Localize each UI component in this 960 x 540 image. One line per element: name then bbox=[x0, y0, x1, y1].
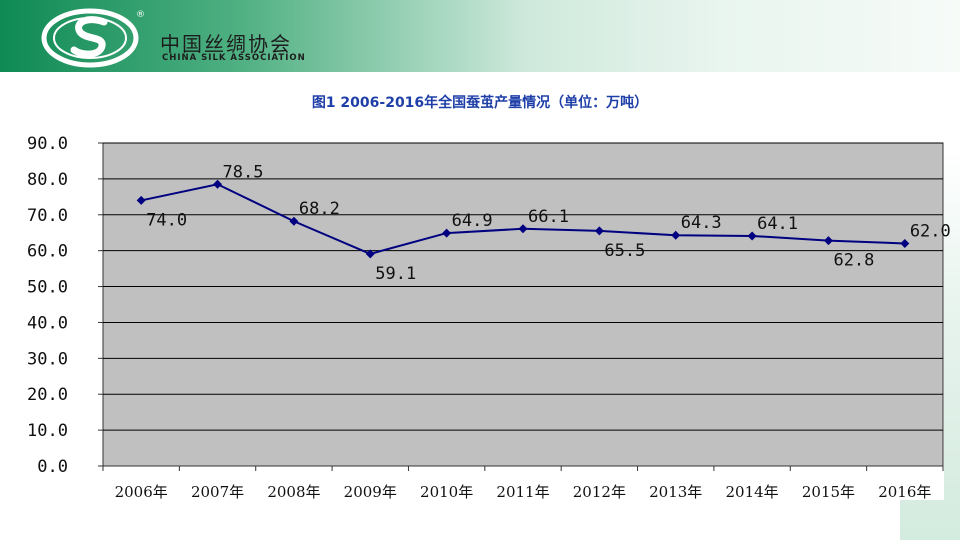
x-tick-label: 2015年 bbox=[802, 483, 855, 501]
y-axis: 0.0 10.0 20.0 30.0 40.0 50.0 60.0 70.0 80.0 90.0 bbox=[27, 134, 103, 477]
data-label: 64.3 bbox=[681, 213, 722, 233]
data-point-marker bbox=[365, 249, 375, 259]
y-tick-label: 80.0 bbox=[27, 170, 68, 190]
chart-title: 图1 2006-2016年全国蚕茧产量情况（单位：万吨） bbox=[311, 95, 649, 111]
y-tick-label: 90.0 bbox=[27, 134, 68, 154]
data-label: 68.2 bbox=[299, 199, 340, 219]
data-point-marker bbox=[213, 179, 223, 189]
registered-mark: ® bbox=[136, 10, 144, 20]
x-tick-label: 2014年 bbox=[725, 483, 778, 501]
data-label: 74.0 bbox=[146, 210, 187, 230]
data-point-marker bbox=[900, 238, 910, 248]
y-tick-label: 50.0 bbox=[27, 278, 68, 298]
x-tick-label: 2006年 bbox=[115, 483, 168, 501]
data-point-marker bbox=[823, 236, 833, 246]
data-label: 78.5 bbox=[223, 162, 264, 182]
x-tick-label: 2007年 bbox=[191, 483, 244, 501]
x-tick-label: 2010年 bbox=[420, 483, 473, 501]
x-tick-label: 2008年 bbox=[267, 483, 320, 501]
y-tick-label: 0.0 bbox=[37, 457, 68, 477]
data-point-marker bbox=[747, 231, 757, 241]
x-tick-label: 2016年 bbox=[878, 483, 931, 501]
x-tick-label: 2011年 bbox=[496, 483, 549, 501]
x-tick-label: 2009年 bbox=[344, 483, 397, 501]
data-label: 64.9 bbox=[452, 211, 493, 231]
data-point-marker bbox=[594, 226, 604, 236]
data-label: 59.1 bbox=[375, 264, 416, 284]
y-tick-label: 10.0 bbox=[27, 421, 68, 441]
y-tick-label: 60.0 bbox=[27, 242, 68, 262]
data-label: 65.5 bbox=[604, 241, 645, 261]
x-tick-label: 2013年 bbox=[649, 483, 702, 501]
data-label: 66.1 bbox=[528, 207, 569, 227]
silk-s-logo-icon: ® bbox=[41, 8, 144, 68]
org-name-cn: 中国丝绸协会 bbox=[160, 32, 292, 56]
data-point-marker bbox=[518, 224, 528, 234]
plot-area bbox=[102, 142, 944, 467]
data-label: 64.1 bbox=[757, 214, 798, 234]
x-tick-label: 2012年 bbox=[573, 483, 626, 501]
data-label: 62.8 bbox=[833, 251, 874, 271]
y-tick-label: 20.0 bbox=[27, 385, 68, 405]
data-point-marker bbox=[671, 230, 681, 240]
data-point-marker bbox=[442, 228, 452, 238]
org-name-en: CHINA SILK ASSOCIATION bbox=[162, 53, 306, 63]
header-band bbox=[0, 0, 960, 72]
x-axis: 2006年 2007年 2008年 2009年 2010年 2011年 2012年 2013年… bbox=[102, 465, 944, 501]
data-points bbox=[136, 179, 910, 259]
y-tick-label: 40.0 bbox=[27, 313, 68, 333]
y-tick-label: 30.0 bbox=[27, 349, 68, 369]
data-point-marker bbox=[289, 216, 299, 226]
data-label: 62.0 bbox=[910, 221, 951, 241]
y-tick-label: 70.0 bbox=[27, 206, 68, 226]
data-point-marker bbox=[136, 195, 146, 205]
data-labels: 74.0 78.5 68.2 59.1 64.9 66.1 65.5 64.3 64.1 62.8… bbox=[146, 162, 951, 284]
